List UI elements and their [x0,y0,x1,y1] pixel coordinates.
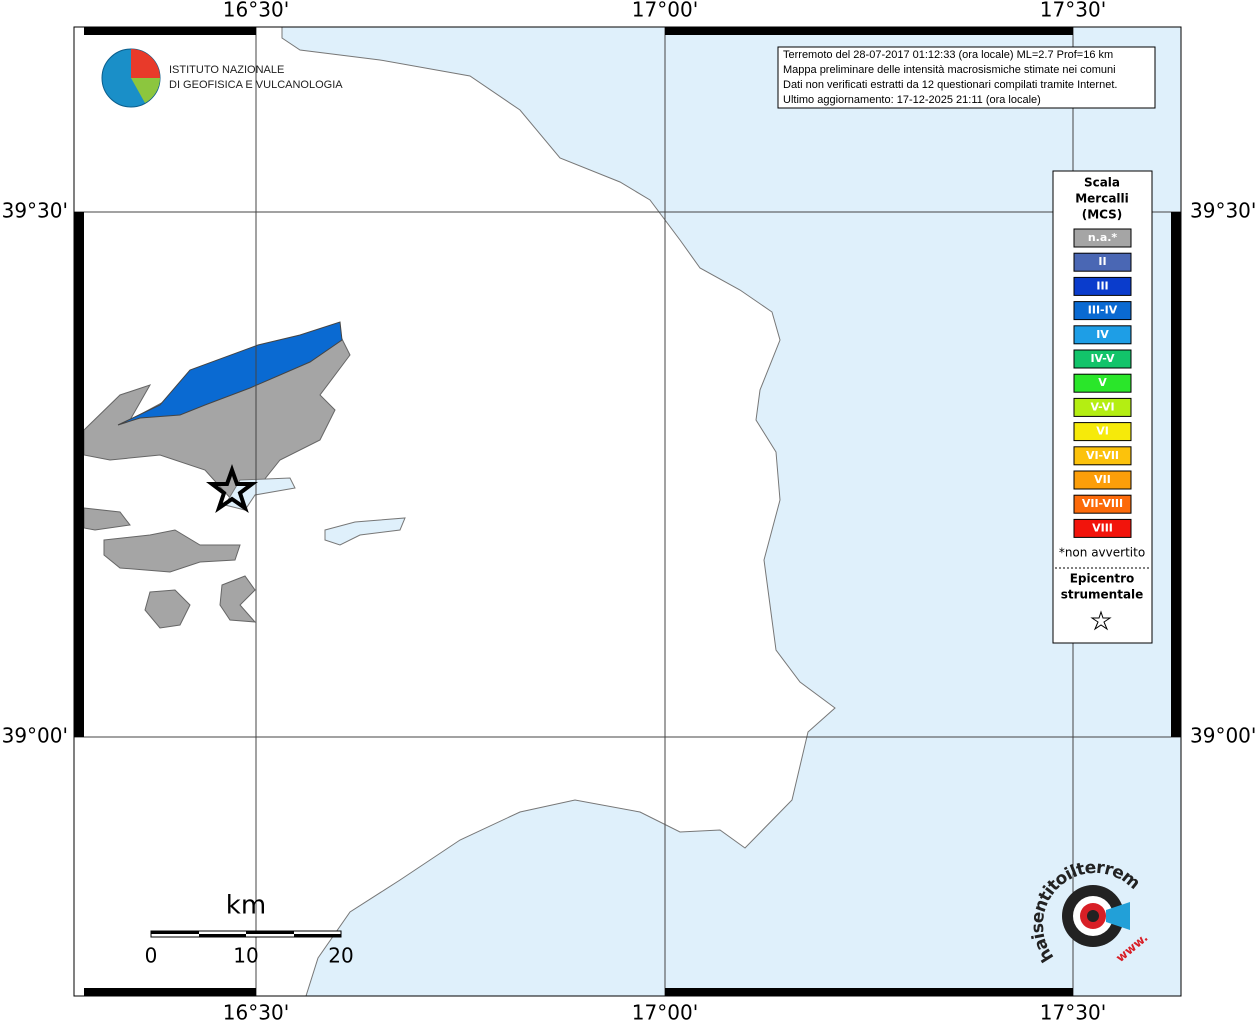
legend-swatch [1073,373,1132,393]
municipality-na [103,529,241,573]
legend-swatch [1073,252,1132,272]
legend-label: VI [1096,425,1109,438]
scale-label: 20 [328,944,353,968]
lat-label: 39°30' [2,199,68,223]
legend-label: V [1098,376,1107,389]
legend-swatch [1073,325,1132,345]
legend-swatch [1073,301,1132,321]
logo-sector [131,49,160,78]
info-line: Terremoto del 28-07-2017 01:12:33 (ora l… [783,49,1113,61]
frame-bar [1171,212,1181,737]
municipality-na [83,334,351,501]
ingv-logo: ISTITUTO NAZIONALE DI GEOFISICA E VULCAN… [101,48,343,108]
legend-label: VII [1094,473,1111,486]
info-line: Ultimo aggiornamento: 17-12-2025 21:11 (… [783,94,1041,106]
land [73,26,836,997]
legend-title: (MCS) [1082,208,1123,222]
scale-label: 10 [233,944,258,968]
logo-horn [1106,902,1130,930]
scale-segment [199,934,246,937]
info-line: Dati non verificati estratti da 12 quest… [783,79,1117,91]
frame-bar [665,988,1073,996]
legend-swatch [1073,494,1132,514]
scale-segment [294,934,341,937]
lon-label: 17°30' [1040,1001,1106,1025]
legend-label: VIII [1092,521,1113,534]
lat-label: 39°00' [1190,724,1255,748]
municipality-iii-iv [117,321,343,426]
lake [324,517,406,546]
scale-segment [246,931,294,934]
lat-label: 39°30' [1190,199,1255,223]
legend-label: III-IV [1088,304,1118,317]
municipality-na [219,575,257,623]
legend-label: II [1098,255,1106,268]
legend: Scala Mercalli (MCS) *non avvertito Epic… [1052,170,1153,644]
legend-swatch [1073,349,1132,369]
lon-label: 16°30' [223,0,289,22]
logo-ring [1087,910,1099,922]
info-line: Mappa preliminare delle intensità macros… [783,64,1116,76]
lat-label: 39°00' [2,724,68,748]
logo-text: ISTITUTO NAZIONALE [169,64,284,76]
lon-label: 17°00' [632,0,698,22]
legend-label: VI-VII [1086,449,1119,462]
legend-label: IV [1096,328,1109,341]
info-box: Terremoto del 28-07-2017 01:12:33 (ora l… [777,46,1156,109]
frame [73,26,1182,997]
frame-bar [84,27,256,35]
legend-swatch [1073,397,1132,417]
legend-swatch [1073,422,1132,442]
legend-swatch [1073,518,1132,538]
legend-title: Scala [1084,176,1120,190]
scale-segment [151,931,199,934]
lon-label: 16°30' [223,1001,289,1025]
legend-label: IV-V [1090,352,1115,365]
lon-label: 17°00' [632,1001,698,1025]
legend-label: III [1096,279,1108,292]
lon-label: 17°30' [1040,0,1106,22]
info-frame [777,46,1156,109]
legend-swatch [1073,446,1132,466]
logo-text: DI GEOFISICA E VULCANOLOGIA [169,79,343,91]
scale-bar: km 0 10 20 [145,891,354,968]
legend-star [1090,610,1112,631]
logo-sector [131,78,160,103]
frame-bar [84,988,256,996]
legend-label: VII-VIII [1082,497,1123,510]
legend-swatch [1073,228,1132,248]
epicenter-star [206,464,258,514]
scale-unit: km [226,891,266,921]
scale-label: 0 [145,944,158,968]
legend-label: V-VI [1090,400,1114,413]
municipality-na [144,589,191,629]
legend-epicenter: strumentale [1061,588,1144,602]
legend-epicenter: Epicentro [1070,572,1135,586]
legend-title: Mercalli [1075,192,1129,206]
legend-note: *non avvertito [1059,546,1145,560]
legend-swatch [1073,470,1132,490]
frame-bar [665,27,1073,35]
frame-bar [74,212,84,737]
legend-swatch [1073,276,1132,296]
legend-label: n.a.* [1088,231,1118,244]
